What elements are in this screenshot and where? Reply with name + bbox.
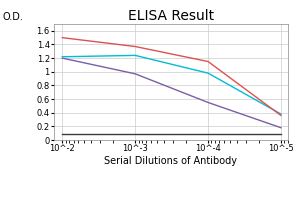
Antigen= 50ng	[206, 72, 210, 74]
Antigen= 100ng	[134, 45, 137, 48]
Antigen= 10ng	[134, 73, 137, 75]
Antigen= 50ng	[134, 54, 137, 57]
Antigen= 100ng	[61, 36, 64, 39]
Line: Antigen= 50ng: Antigen= 50ng	[62, 55, 281, 114]
Line: Antigen= 10ng: Antigen= 10ng	[62, 58, 281, 128]
Antigen= 100ng	[279, 114, 283, 117]
Control Antigen = 100ng	[279, 133, 283, 135]
Antigen= 100ng	[206, 60, 210, 63]
Control Antigen = 100ng	[134, 133, 137, 135]
Line: Antigen= 100ng: Antigen= 100ng	[62, 38, 281, 115]
Control Antigen = 100ng	[206, 133, 210, 135]
Antigen= 10ng	[206, 101, 210, 104]
Control Antigen = 100ng	[61, 133, 64, 135]
Title: ELISA Result: ELISA Result	[128, 9, 214, 23]
X-axis label: Serial Dilutions of Antibody: Serial Dilutions of Antibody	[104, 156, 238, 166]
Antigen= 50ng	[279, 113, 283, 115]
Antigen= 50ng	[61, 56, 64, 58]
Antigen= 10ng	[61, 57, 64, 59]
Text: O.D.: O.D.	[2, 12, 23, 22]
Antigen= 10ng	[279, 127, 283, 129]
